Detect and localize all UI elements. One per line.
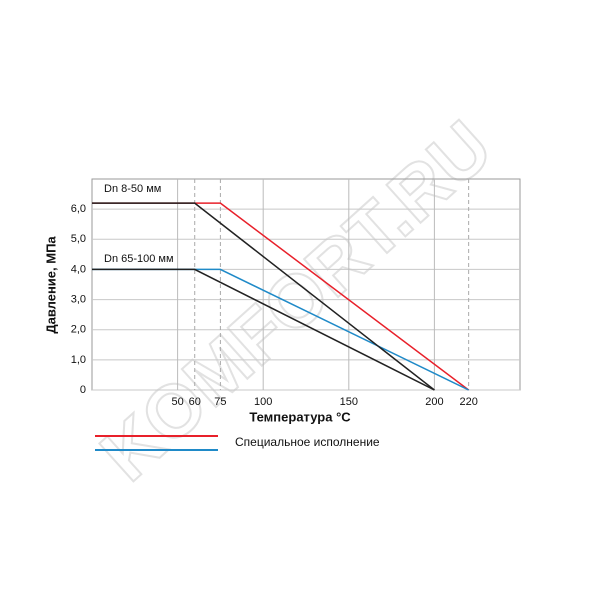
y-tick-label: 5,0 <box>71 233 86 245</box>
line <box>92 202 435 391</box>
y-tick-label: 4,0 <box>71 263 86 275</box>
x-tick-label: 150 <box>340 396 358 408</box>
y-axis-label: Давление, МПа <box>43 236 58 334</box>
legend-label: Специальное исполнение <box>235 435 380 449</box>
y-tick-label: 2,0 <box>71 324 86 336</box>
y-tick-label: 6,0 <box>71 203 86 215</box>
x-tick-label: 60 <box>189 396 201 408</box>
annotation: Dn 8-50 мм <box>104 183 161 195</box>
x-tick-label: 220 <box>459 396 477 408</box>
annotation: Dn 65-100 мм <box>104 253 174 265</box>
x-tick-label: 50 <box>171 396 183 408</box>
x-axis-label: Температура °C <box>249 409 351 424</box>
x-tick-label: 100 <box>254 396 272 408</box>
x-tick-label: 200 <box>425 396 443 408</box>
line <box>92 268 435 391</box>
y-tick-label: 3,0 <box>71 293 86 305</box>
x-tick-label: 75 <box>214 396 226 408</box>
y-tick-label: 1,0 <box>71 354 86 366</box>
y-tick-label: 0 <box>80 384 86 396</box>
